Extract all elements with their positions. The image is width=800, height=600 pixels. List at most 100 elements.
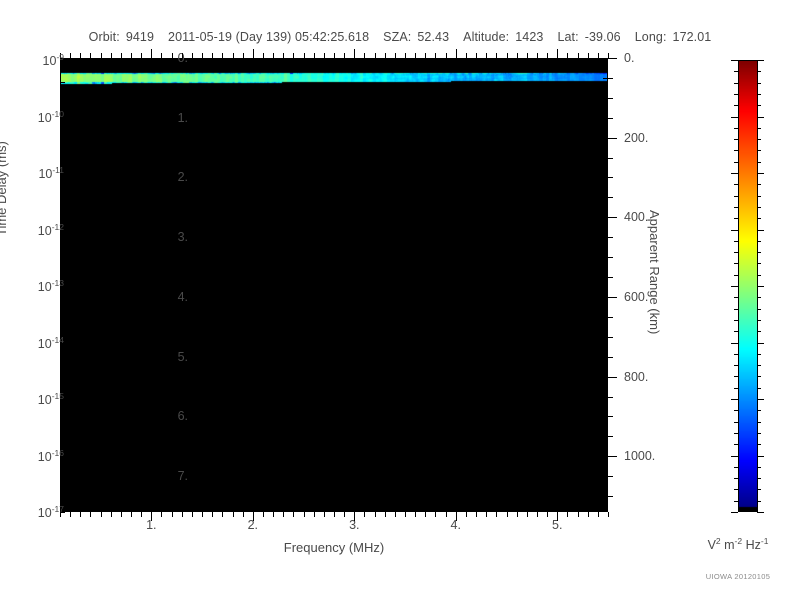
tick-mark [757,105,761,106]
tick-mark [486,53,487,58]
tick-mark [547,512,548,517]
tick-mark [507,512,508,517]
tick-mark [60,476,69,477]
header-metadata: Orbit: 9419 2011-05-19 (Day 139) 05:42:25.… [0,30,800,44]
colorbar-tick-label: 10-14 [38,334,64,350]
tick-mark [101,53,102,58]
right-tick-label: 600. [624,289,649,304]
tick-mark [192,512,193,517]
tick-mark [446,53,447,58]
tick-mark [757,94,761,95]
tick-mark [757,150,761,151]
tick-mark [734,218,738,219]
tick-mark [121,53,122,58]
tick-mark [757,218,761,219]
tick-mark [446,512,447,517]
tick-mark [734,354,738,355]
units-hz: Hz [742,538,761,553]
units-m: m [720,538,735,553]
tick-mark [757,331,761,332]
tick-mark [608,476,613,477]
tick-mark [734,184,738,185]
tick-mark [731,117,738,118]
tick-mark [731,512,738,513]
colorbar-tick-mantissa: 10 [37,393,52,408]
tick-mark [603,476,608,477]
tick-mark [60,452,65,453]
tick-mark [734,309,738,310]
tick-mark [603,98,608,99]
tick-mark [344,53,345,58]
tick-mark [334,512,335,517]
colorbar-tick-mantissa: 10 [42,54,57,69]
tick-mark [608,337,613,338]
tick-mark [456,49,457,58]
tick-mark [212,53,213,58]
tick-mark [60,357,69,358]
tick-mark [90,53,91,58]
tick-mark [415,53,416,58]
tick-mark [757,489,761,490]
tick-mark [734,150,738,151]
tick-mark [557,49,558,58]
tick-mark [324,53,325,58]
tick-mark [608,98,613,99]
tick-mark [731,399,738,400]
tick-mark [172,53,173,58]
tick-mark [60,82,65,83]
tick-mark [60,261,65,262]
tick-mark [354,512,355,521]
tick-mark [608,357,613,358]
y-tick-label: 4. [177,289,188,304]
colorbar-tick-exponent: -15 [51,390,64,401]
tick-mark [517,512,518,517]
tick-mark [603,197,608,198]
right-tick-label: 0. [624,51,635,65]
tick-mark [60,393,65,394]
tick-mark [60,464,65,465]
tick-mark [60,416,69,417]
tick-mark [603,158,608,159]
colorbar-tick-label: 10-15 [38,391,64,407]
y-tick-label: 5. [177,349,188,364]
colorbar-tick-exponent: -9 [56,51,64,62]
observation-datetime: 2011-05-19 (Day 139) 05:42:25.618 [168,30,370,44]
tick-mark [757,60,764,61]
tick-mark [608,78,613,79]
tick-mark [233,512,234,517]
units-m-exp: -2 [734,536,743,546]
tick-mark [603,277,608,278]
latitude-label: Lat: [557,30,579,44]
tick-mark [734,297,738,298]
tick-mark [757,196,761,197]
tick-mark [734,207,738,208]
tick-mark [731,173,738,174]
tick-mark [757,286,764,287]
tick-mark [734,94,738,95]
tick-mark [243,53,244,58]
tick-mark [253,512,254,521]
tick-mark [304,512,305,517]
tick-mark [603,78,608,79]
tick-mark [734,489,738,490]
tick-mark [599,58,608,59]
colorbar-tick-exponent: -13 [51,277,64,288]
tick-mark [243,512,244,517]
tick-mark [734,263,738,264]
tick-mark [151,49,152,58]
tick-mark [161,53,162,58]
tick-mark [131,53,132,58]
y-tick-label: 1. [177,110,188,125]
tick-mark [212,512,213,517]
tick-mark [60,118,69,119]
tick-mark [757,399,764,400]
tick-mark [757,139,761,140]
tick-mark [537,53,538,58]
tick-mark [734,196,738,197]
tick-mark [121,512,122,517]
tick-mark [608,277,613,278]
tick-mark [578,512,579,517]
tick-mark [293,512,294,517]
tick-mark [757,376,761,377]
colorbar-tick-exponent: -11 [52,164,64,175]
